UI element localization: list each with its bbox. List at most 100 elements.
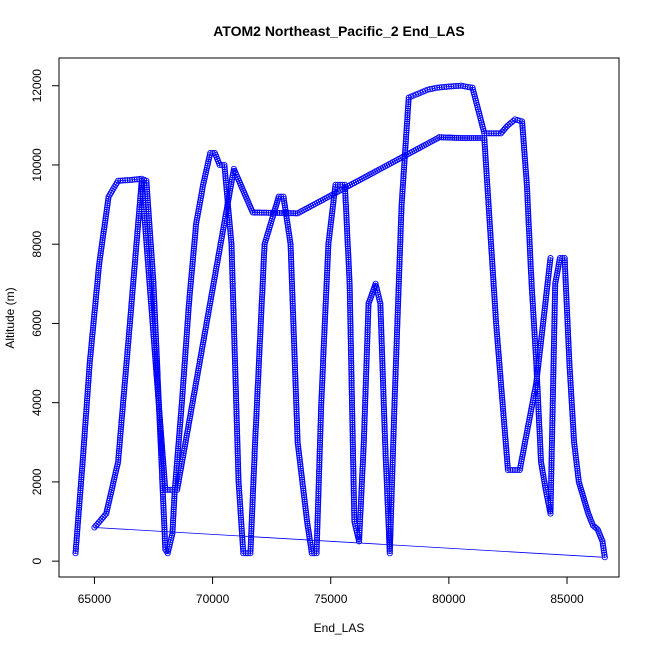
data-point: [344, 238, 351, 246]
data-point: [230, 315, 237, 323]
data-point: [287, 245, 294, 252]
data-point: [290, 333, 297, 340]
data-point: [344, 234, 351, 241]
data-point: [395, 274, 403, 281]
data-point: [161, 473, 168, 480]
data-point: [346, 291, 353, 298]
data-point: [345, 260, 352, 268]
data-point: [179, 390, 186, 397]
data-point: [501, 418, 508, 425]
data-point: [365, 302, 372, 309]
data-point: [250, 465, 258, 472]
data-point: [192, 382, 199, 389]
data-point: [284, 221, 291, 228]
data-point: [531, 322, 538, 329]
data-point: [392, 364, 399, 371]
data-point: [348, 393, 355, 400]
data-point: [347, 315, 354, 323]
data-point: [453, 134, 460, 141]
data-point: [76, 504, 83, 511]
data-point: [175, 478, 182, 485]
data-point: [392, 360, 399, 367]
data-point: [361, 412, 368, 419]
data-point: [260, 260, 267, 268]
x-tick-label: 80000: [432, 592, 466, 606]
data-point: [289, 285, 296, 292]
data-point: [381, 426, 388, 433]
data-point: [104, 204, 111, 211]
data-point: [318, 386, 325, 393]
data-point: [599, 540, 606, 547]
data-point: [567, 386, 575, 393]
data-point: [569, 419, 576, 426]
data-point: [382, 452, 389, 459]
data-point: [254, 209, 261, 216]
data-point: [287, 249, 294, 257]
data-point: [393, 355, 400, 362]
data-point: [178, 397, 186, 404]
data-point: [348, 375, 355, 382]
data-point: [378, 331, 385, 338]
data-point: [492, 307, 499, 314]
data-point: [156, 405, 163, 412]
data-point: [551, 305, 558, 312]
data-point: [261, 243, 268, 250]
data-point: [362, 375, 370, 382]
data-point: [249, 508, 256, 515]
data-point: [190, 245, 197, 252]
data-point: [524, 427, 531, 434]
data-point: [314, 503, 322, 510]
data-point: [134, 230, 141, 237]
data-point: [157, 425, 164, 432]
data-point: [548, 472, 555, 480]
data-point: [543, 287, 550, 294]
data-point: [550, 384, 557, 391]
data-point: [234, 456, 241, 463]
data-point: [381, 421, 388, 428]
data-point: [381, 423, 388, 430]
data-point: [534, 366, 541, 373]
data-point: [229, 282, 236, 290]
data-point: [118, 415, 125, 422]
data-point: [261, 245, 268, 252]
data-point: [482, 157, 489, 164]
x-tick-label: 70000: [196, 592, 230, 606]
data-point: [258, 209, 265, 216]
data-point: [313, 545, 320, 552]
data-point: [488, 130, 495, 137]
data-point: [319, 379, 326, 386]
data-point: [161, 524, 168, 531]
data-point: [392, 368, 399, 375]
data-point: [179, 384, 187, 391]
data-point: [389, 477, 396, 484]
data-point: [232, 373, 239, 380]
data-point: [233, 408, 240, 415]
data-point: [547, 501, 554, 508]
data-point: [96, 256, 103, 263]
data-point: [347, 326, 354, 334]
data-point: [381, 410, 388, 417]
data-point: [502, 431, 509, 439]
data-point: [389, 459, 396, 466]
data-point: [394, 324, 401, 331]
data-point: [402, 136, 410, 143]
data-point: [550, 373, 557, 380]
data-point: [440, 134, 447, 141]
data-point: [259, 276, 266, 283]
data-point: [80, 445, 87, 452]
data-point: [548, 453, 555, 460]
data-point: [496, 361, 503, 369]
data-point: [131, 267, 138, 274]
data-point: [259, 285, 266, 292]
data-point: [402, 138, 409, 145]
data-point: [298, 472, 305, 479]
data-point: [550, 353, 557, 360]
data-point: [313, 547, 320, 555]
data-point: [159, 447, 166, 454]
data-point: [120, 399, 127, 406]
data-point: [575, 476, 582, 483]
data-point: [518, 458, 525, 465]
data-point: [566, 355, 573, 362]
data-point: [304, 522, 311, 529]
data-point: [510, 117, 517, 124]
